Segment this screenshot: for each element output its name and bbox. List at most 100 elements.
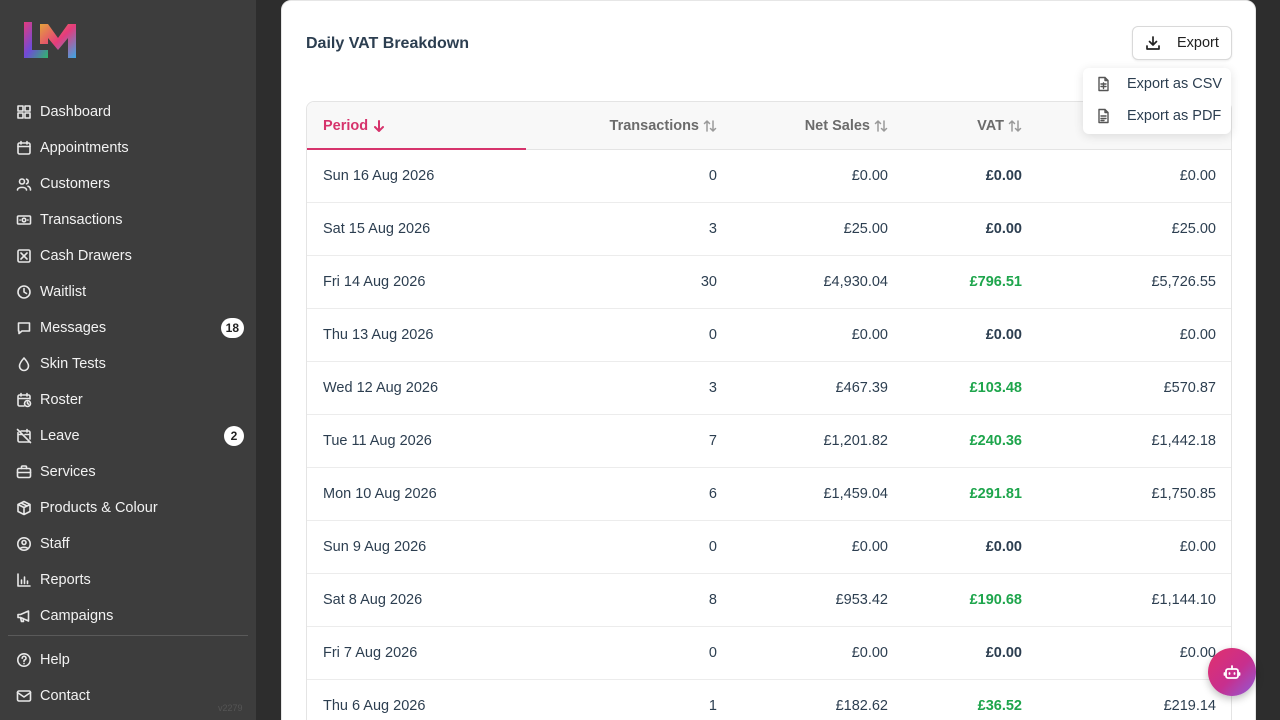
- assistant-button[interactable]: [1208, 648, 1256, 696]
- sidebar-item-leave[interactable]: Leave 2: [0, 418, 256, 454]
- table-row[interactable]: Sat 15 Aug 2026 3 £25.00 £0.00 £25.00: [307, 203, 1231, 256]
- vat-cell: £240.36: [969, 433, 1022, 449]
- package-icon: [16, 500, 32, 516]
- sidebar-item-help[interactable]: Help: [0, 642, 256, 678]
- export-pdf-item[interactable]: Export as PDF: [1083, 100, 1231, 132]
- transactions-cell: 0: [708, 539, 717, 555]
- sidebar-item-products-colour[interactable]: Products & Colour: [0, 490, 256, 526]
- sidebar-item-customers[interactable]: Customers: [0, 166, 256, 202]
- gross-cell: £570.87: [1163, 380, 1216, 396]
- gross-cell: £1,144.10: [1151, 592, 1216, 608]
- sidebar-item-label: Appointments: [40, 140, 129, 156]
- mail-icon: [16, 688, 32, 704]
- period-cell: Fri 7 Aug 2026: [323, 645, 418, 661]
- net-sales-cell: £0.00: [851, 168, 888, 184]
- table-row[interactable]: Sat 8 Aug 2026 8 £953.42 £190.68 £1,144.10: [307, 574, 1231, 627]
- table-row[interactable]: Fri 14 Aug 2026 30 £4,930.04 £796.51 £5,726.…: [307, 256, 1231, 309]
- active-sort-underline: [307, 148, 526, 150]
- net-sales-cell: £182.62: [835, 698, 888, 714]
- sidebar-item-label: Leave: [40, 428, 80, 444]
- net-sales-cell: £1,459.04: [823, 486, 888, 502]
- calendar-clock-icon: [16, 392, 32, 408]
- transactions-cell: 0: [708, 168, 717, 184]
- table-body: Sun 16 Aug 2026 0 £0.00 £0.00 £0.00 Sat 15 Au…: [307, 150, 1231, 720]
- table-header: Period Transactions Net Sales VAT: [307, 102, 1231, 150]
- transactions-cell: 0: [708, 327, 717, 343]
- gross-cell: £1,442.18: [1151, 433, 1216, 449]
- sidebar-item-reports[interactable]: Reports: [0, 562, 256, 598]
- clock-icon: [16, 284, 32, 300]
- sidebar-bottom-nav: Help Contact: [0, 642, 256, 714]
- net-sales-cell: £0.00: [851, 645, 888, 661]
- export-csv-item[interactable]: Export as CSV: [1083, 68, 1231, 100]
- sidebar-item-waitlist[interactable]: Waitlist: [0, 274, 256, 310]
- sidebar-item-campaigns[interactable]: Campaigns: [0, 598, 256, 634]
- vat-cell: £190.68: [969, 592, 1022, 608]
- sidebar: Dashboard Appointments Customers Transactio…: [0, 0, 256, 720]
- transactions-cell: 0: [708, 645, 717, 661]
- transactions-cell: 30: [700, 274, 717, 290]
- dashboard-icon: [16, 104, 32, 120]
- users-icon: [16, 176, 32, 192]
- sidebar-item-cash-drawers[interactable]: Cash Drawers: [0, 238, 256, 274]
- net-sales-cell: £0.00: [851, 539, 888, 555]
- sort-icon: [703, 120, 717, 132]
- sort-icon: [1008, 120, 1022, 132]
- sidebar-item-messages[interactable]: Messages 18: [0, 310, 256, 346]
- file-text-icon: [1098, 108, 1109, 124]
- transactions-cell: 1: [708, 698, 717, 714]
- sidebar-item-transactions[interactable]: Transactions: [0, 202, 256, 238]
- banknote-icon: [16, 212, 32, 228]
- vat-cell: £0.00: [985, 168, 1022, 184]
- sidebar-item-dashboard[interactable]: Dashboard: [0, 94, 256, 130]
- table-row[interactable]: Thu 13 Aug 2026 0 £0.00 £0.00 £0.00: [307, 309, 1231, 362]
- table-row[interactable]: Sun 9 Aug 2026 0 £0.00 £0.00 £0.00: [307, 521, 1231, 574]
- message-icon: [16, 320, 32, 336]
- sidebar-item-skin-tests[interactable]: Skin Tests: [0, 346, 256, 382]
- sidebar-item-label: Staff: [40, 536, 70, 552]
- sidebar-item-staff[interactable]: Staff: [0, 526, 256, 562]
- column-header-period[interactable]: Period: [323, 102, 386, 150]
- sidebar-item-label: Waitlist: [40, 284, 87, 300]
- sidebar-item-label: Help: [40, 652, 70, 668]
- sidebar-item-label: Skin Tests: [40, 356, 106, 372]
- sidebar-divider: [8, 635, 248, 636]
- period-cell: Wed 12 Aug 2026: [323, 380, 439, 396]
- sidebar-nav: Dashboard Appointments Customers Transactio…: [0, 94, 256, 634]
- briefcase-icon: [16, 464, 32, 480]
- gross-cell: £0.00: [1179, 327, 1216, 343]
- vat-table: Period Transactions Net Sales VAT Sun 16…: [306, 101, 1232, 720]
- column-header-vat[interactable]: VAT: [977, 102, 1022, 150]
- sidebar-item-label: Cash Drawers: [40, 248, 132, 264]
- sidebar-item-roster[interactable]: Roster: [0, 382, 256, 418]
- period-cell: Fri 14 Aug 2026: [323, 274, 426, 290]
- table-row[interactable]: Mon 10 Aug 2026 6 £1,459.04 £291.81 £1,750.8…: [307, 468, 1231, 521]
- gross-cell: £25.00: [1171, 221, 1216, 237]
- export-button[interactable]: Export: [1132, 26, 1232, 60]
- transactions-cell: 6: [708, 486, 717, 502]
- table-row[interactable]: Wed 12 Aug 2026 3 £467.39 £103.48 £570.87: [307, 362, 1231, 415]
- period-cell: Sat 8 Aug 2026: [323, 592, 423, 608]
- table-row[interactable]: Sun 16 Aug 2026 0 £0.00 £0.00 £0.00: [307, 150, 1231, 203]
- gross-cell: £0.00: [1179, 645, 1216, 661]
- gross-cell: £5,726.55: [1151, 274, 1216, 290]
- gross-cell: £1,750.85: [1151, 486, 1216, 502]
- sort-icon: [874, 120, 888, 132]
- sidebar-item-label: Dashboard: [40, 104, 111, 120]
- sidebar-item-contact[interactable]: Contact: [0, 678, 256, 714]
- export-menu: Export as CSV Export as PDF: [1083, 68, 1231, 134]
- table-row[interactable]: Fri 7 Aug 2026 0 £0.00 £0.00 £0.00: [307, 627, 1231, 680]
- column-header-net-sales[interactable]: Net Sales: [805, 102, 888, 150]
- help-icon: [16, 652, 32, 668]
- table-row[interactable]: Thu 6 Aug 2026 1 £182.62 £36.52 £219.14: [307, 680, 1231, 720]
- cash-drawer-icon: [16, 248, 32, 264]
- download-icon: [1146, 36, 1160, 50]
- column-header-transactions[interactable]: Transactions: [610, 102, 717, 150]
- sidebar-item-label: Services: [40, 464, 96, 480]
- sidebar-item-label: Messages: [40, 320, 107, 336]
- column-header-net-sales-label: Net Sales: [804, 118, 870, 134]
- net-sales-cell: £4,930.04: [823, 274, 888, 290]
- sidebar-item-appointments[interactable]: Appointments: [0, 130, 256, 166]
- sidebar-item-services[interactable]: Services: [0, 454, 256, 490]
- table-row[interactable]: Tue 11 Aug 2026 7 £1,201.82 £240.36 £1,442.1…: [307, 415, 1231, 468]
